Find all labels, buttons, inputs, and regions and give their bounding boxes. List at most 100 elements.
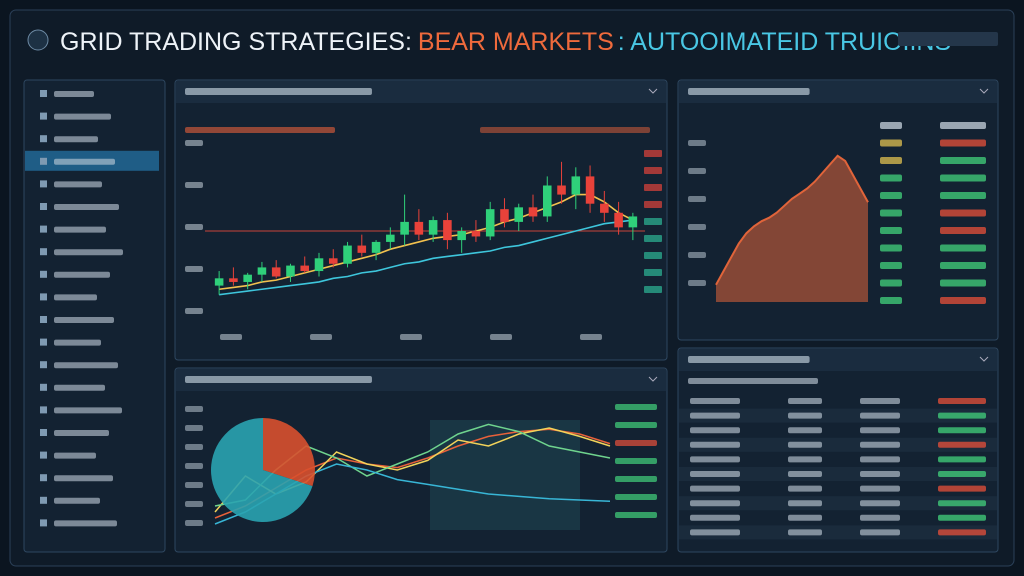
- table-cell: [690, 398, 740, 404]
- sidebar-label[interactable]: [54, 452, 96, 459]
- panel-toggle[interactable]: [648, 88, 658, 94]
- price-tag: [644, 252, 662, 259]
- table-row: [679, 408, 997, 423]
- panel-title: [185, 376, 372, 383]
- table-cell: [690, 456, 740, 463]
- axis-label: [185, 463, 203, 469]
- table-cell: [940, 122, 986, 129]
- sidebar-label[interactable]: [54, 339, 101, 346]
- table-cell: [938, 398, 986, 404]
- candle-body: [243, 274, 252, 282]
- candle-body: [414, 221, 424, 235]
- price-tag: [644, 167, 662, 174]
- candle-body: [614, 212, 623, 228]
- sidebar-icon[interactable]: [40, 496, 47, 504]
- sidebar-icon[interactable]: [40, 474, 47, 482]
- trend-line: [219, 219, 633, 296]
- panel: [174, 79, 668, 361]
- axis-label: [688, 196, 706, 202]
- sidebar-label[interactable]: [54, 430, 109, 436]
- candle-body: [542, 185, 552, 217]
- sidebar-label[interactable]: [54, 520, 117, 527]
- sidebar-label[interactable]: [54, 407, 122, 414]
- table-cell: [938, 441, 986, 448]
- sidebar-icon[interactable]: [40, 270, 47, 278]
- sidebar-label[interactable]: [54, 362, 118, 369]
- table-cell: [938, 427, 986, 434]
- legend-bar: [185, 127, 335, 133]
- table-cell: [880, 227, 902, 234]
- sidebar-label[interactable]: [54, 294, 97, 301]
- sidebar-label[interactable]: [54, 249, 123, 256]
- table-cell: [788, 441, 822, 448]
- sidebar-label[interactable]: [54, 226, 106, 233]
- sidebar-icon[interactable]: [40, 157, 47, 165]
- panel-title: [688, 356, 810, 363]
- legend-label: [615, 404, 657, 410]
- header-controls[interactable]: [898, 32, 998, 46]
- legend-label: [615, 476, 657, 482]
- table-cell: [788, 514, 822, 521]
- table-cell: [690, 441, 740, 448]
- axis-label: [220, 334, 242, 340]
- candle-body: [571, 176, 581, 195]
- candle-body: [300, 265, 310, 272]
- candle-body: [428, 220, 438, 235]
- sidebar-label[interactable]: [54, 113, 111, 120]
- sidebar-icon[interactable]: [40, 406, 47, 414]
- table-cell: [940, 227, 986, 234]
- table-cell: [880, 192, 902, 199]
- sidebar-icon[interactable]: [40, 316, 47, 323]
- panel-toggle[interactable]: [648, 376, 658, 382]
- table-cell: [938, 485, 986, 492]
- sidebar-label[interactable]: [54, 204, 119, 210]
- sidebar-icon[interactable]: [40, 519, 47, 527]
- sidebar-label[interactable]: [54, 384, 105, 391]
- sidebar-label[interactable]: [54, 158, 115, 165]
- table-cell: [940, 157, 986, 164]
- pie-slice: [211, 418, 313, 522]
- axis-label: [490, 334, 512, 340]
- sidebar-icon[interactable]: [40, 361, 47, 369]
- axis-label: [688, 168, 706, 174]
- sidebar-label[interactable]: [54, 136, 98, 143]
- axis-label: [185, 308, 203, 314]
- sidebar-label[interactable]: [54, 271, 110, 278]
- table-cell: [880, 262, 902, 269]
- panel-toggle[interactable]: [979, 356, 989, 362]
- table-cell: [860, 529, 900, 536]
- sidebar-icon[interactable]: [40, 429, 47, 436]
- table-cell: [860, 500, 900, 507]
- axis-label: [185, 444, 203, 450]
- sidebar-label[interactable]: [54, 317, 114, 323]
- sidebar-label[interactable]: [54, 475, 113, 482]
- price-tag: [644, 201, 662, 208]
- sidebar-label[interactable]: [54, 497, 100, 504]
- legend-label: [615, 458, 657, 464]
- sidebar-icon[interactable]: [40, 225, 47, 233]
- table-cell: [690, 471, 740, 477]
- candle-body: [314, 258, 324, 272]
- sidebar-icon[interactable]: [40, 203, 47, 210]
- axis-label: [688, 140, 706, 146]
- sidebar-label[interactable]: [54, 181, 102, 188]
- sidebar-icon[interactable]: [40, 451, 47, 459]
- table-cell: [940, 174, 986, 182]
- sidebar-icon[interactable]: [40, 383, 47, 391]
- panel-toggle[interactable]: [979, 88, 989, 94]
- sidebar-icon[interactable]: [40, 112, 47, 120]
- candle-body: [528, 207, 538, 217]
- table-cell: [788, 500, 822, 507]
- candle-body: [471, 231, 481, 237]
- table-cell: [690, 514, 740, 521]
- sidebar-label[interactable]: [54, 91, 94, 97]
- panel-header: [176, 81, 666, 103]
- sidebar-icon[interactable]: [40, 90, 47, 97]
- sidebar-icon[interactable]: [40, 338, 47, 346]
- sidebar-icon[interactable]: [40, 293, 47, 301]
- table-cell: [690, 412, 740, 419]
- sidebar-icon[interactable]: [40, 248, 47, 256]
- sidebar-icon[interactable]: [40, 135, 47, 143]
- sidebar-icon[interactable]: [40, 180, 47, 188]
- table-cell: [940, 244, 986, 252]
